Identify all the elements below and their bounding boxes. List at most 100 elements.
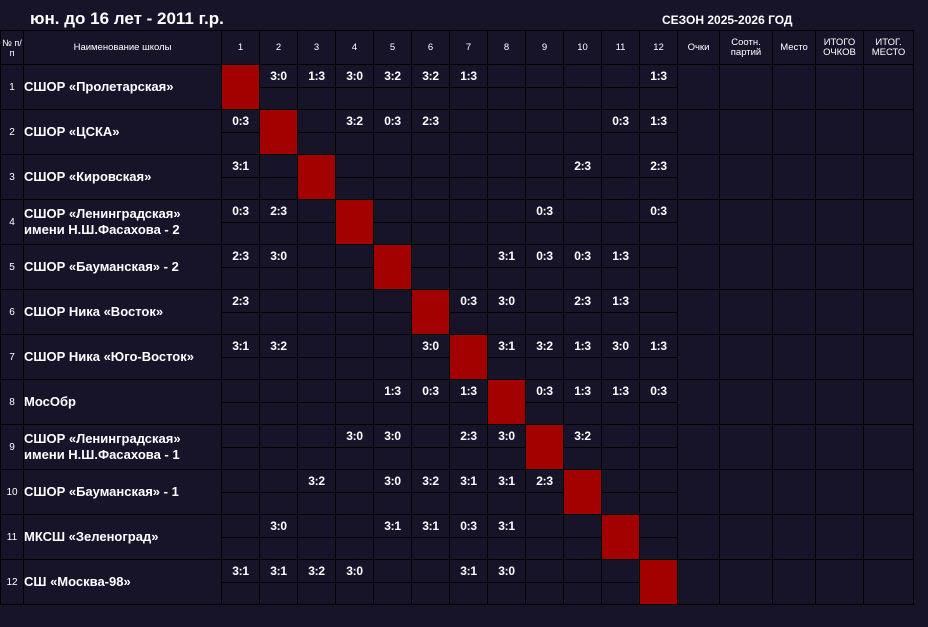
score-cell-lower (449, 402, 488, 425)
score-cell-lower (563, 447, 602, 470)
school-name: СШОР Ника «Юго-Восток» (23, 334, 222, 380)
col-header-opponent: 5 (373, 30, 412, 65)
score-cell: 3:1 (487, 334, 526, 358)
score-cell-lower (373, 582, 412, 605)
score-cell: 3:2 (411, 64, 450, 88)
score-cell-lower (411, 177, 450, 200)
final-place-cell (863, 379, 914, 425)
ratio-cell (719, 424, 773, 470)
score-cell (259, 469, 298, 493)
score-cell: 3:1 (449, 559, 488, 583)
col-header-opponent: 11 (601, 30, 640, 65)
score-cell: 0:3 (601, 109, 640, 133)
score-cell-lower (525, 87, 564, 110)
score-cell (335, 514, 374, 538)
score-cell: 3:0 (373, 424, 412, 448)
score-cell-lower (525, 312, 564, 335)
score-cell-lower (297, 582, 336, 605)
score-cell: 2:3 (563, 289, 602, 313)
header-row: № п/п Наименование школы 1 2 3 4 5 6 7 8… (0, 30, 914, 65)
score-cell (601, 469, 640, 493)
points-cell (677, 289, 720, 335)
table-row: 4 СШОР «Ленинградская» имени Н.Ш.Фасахова… (0, 199, 914, 245)
table-row: 10 СШОР «Бауманская» - 1 3:2 3:0 3:2 3:1 3:1 2:… (0, 469, 914, 515)
diagonal-cell (487, 379, 526, 425)
score-cell-lower (411, 582, 450, 605)
points-cell (677, 514, 720, 560)
score-cell-lower (221, 447, 260, 470)
score-cell (487, 64, 526, 88)
score-cell: 0:3 (411, 379, 450, 403)
score-cell: 2:3 (639, 154, 678, 178)
score-cell-lower (601, 312, 640, 335)
score-cell-lower (297, 312, 336, 335)
score-cell (525, 154, 564, 178)
col-header-opponent: 6 (411, 30, 450, 65)
points-cell (677, 154, 720, 200)
score-cell (601, 559, 640, 583)
score-cell-lower (297, 87, 336, 110)
score-cell (335, 244, 374, 268)
score-cell-lower (449, 492, 488, 515)
score-cell-lower (259, 222, 298, 245)
score-cell-lower (411, 537, 450, 560)
school-name: СШОР «Ленинградская» имени Н.Ш.Фасахова … (23, 199, 222, 245)
score-cell-lower (563, 87, 602, 110)
ratio-cell (719, 469, 773, 515)
score-cell: 2:3 (411, 109, 450, 133)
score-cell-lower (411, 447, 450, 470)
score-cell-lower (525, 357, 564, 380)
score-cell-lower (297, 447, 336, 470)
score-cell (487, 154, 526, 178)
score-cell: 0:3 (563, 244, 602, 268)
score-cell-lower (373, 177, 412, 200)
col-header-place: Место (772, 30, 816, 65)
place-cell (772, 109, 816, 155)
score-cell-lower (601, 492, 640, 515)
score-cell-lower (525, 582, 564, 605)
table-row-lower (1, 537, 914, 560)
table-row: 7 СШОР Ника «Юго-Восток» 3:1 3:2 3:0 3:1 3:2 1:… (0, 334, 914, 380)
score-cell: 1:3 (563, 334, 602, 358)
school-name: СШОР «ЦСКА» (23, 109, 222, 155)
score-cell (335, 379, 374, 403)
score-cell: 0:3 (525, 244, 564, 268)
points-cell (677, 334, 720, 380)
score-cell-lower (259, 357, 298, 380)
score-cell: 0:3 (639, 199, 678, 223)
score-cell-lower (487, 582, 526, 605)
score-cell (335, 154, 374, 178)
table-body: 1 СШОР «Пролетарская» 3:0 1:3 3:0 3:2 3:2 1:3 1:… (0, 64, 914, 605)
score-cell-lower (297, 222, 336, 245)
score-cell: 0:3 (525, 199, 564, 223)
total-points-cell (815, 199, 864, 245)
total-points-cell (815, 64, 864, 110)
score-cell-lower (563, 267, 602, 290)
school-name: СШОР «Бауманская» - 2 (23, 244, 222, 290)
score-cell-lower (259, 537, 298, 560)
score-cell-lower (449, 222, 488, 245)
score-cell (373, 154, 412, 178)
final-place-cell (863, 559, 914, 605)
score-cell-lower (259, 447, 298, 470)
score-cell: 3:2 (259, 334, 298, 358)
total-points-cell (815, 109, 864, 155)
col-header-opponent: 9 (525, 30, 564, 65)
score-cell-lower (449, 267, 488, 290)
score-cell: 0:3 (449, 289, 488, 313)
score-cell-lower (259, 312, 298, 335)
score-cell-lower (601, 582, 640, 605)
total-points-cell (815, 244, 864, 290)
school-name: СШОР «Пролетарская» (23, 64, 222, 110)
score-cell (449, 199, 488, 223)
place-cell (772, 64, 816, 110)
score-cell: 1:3 (639, 109, 678, 133)
score-cell-lower (297, 402, 336, 425)
score-cell (525, 64, 564, 88)
diagonal-cell (411, 289, 450, 335)
score-cell-lower (487, 447, 526, 470)
final-place-cell (863, 514, 914, 560)
score-cell: 3:0 (601, 334, 640, 358)
score-cell-lower (335, 402, 374, 425)
points-cell (677, 64, 720, 110)
